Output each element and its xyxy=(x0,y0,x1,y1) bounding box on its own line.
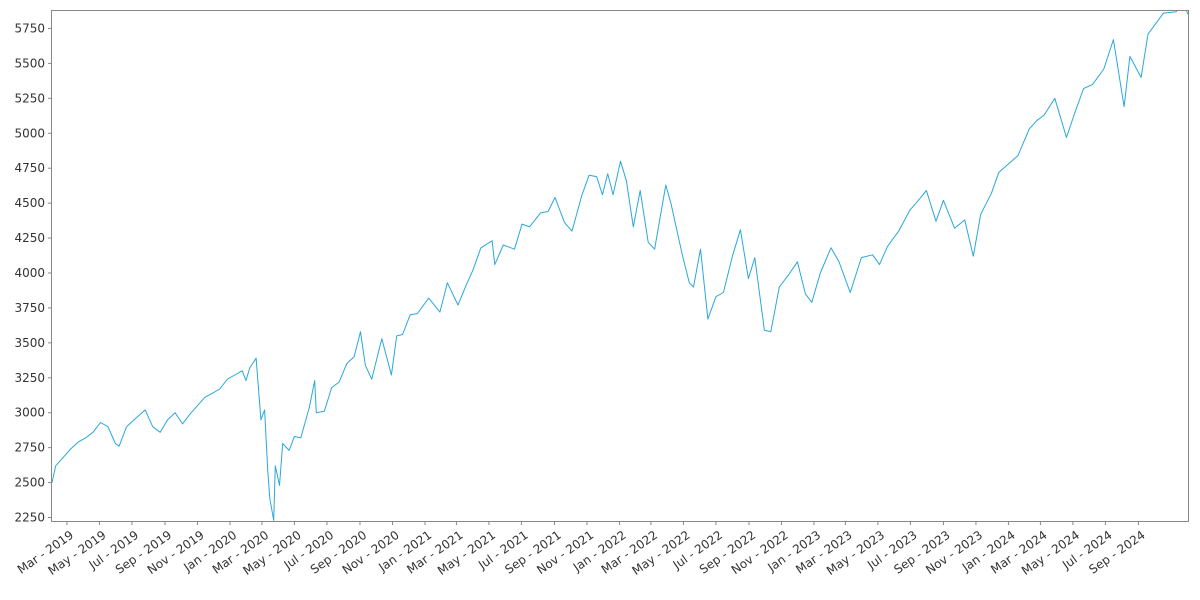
y-axis: 2250 2500 2750 3000 3250 3500 3750 4000 4250 4500… xyxy=(14,21,52,525)
y-tick-label: 3750 xyxy=(14,301,45,315)
y-tick-label: 4750 xyxy=(14,161,45,175)
plot-frame xyxy=(51,10,1189,522)
y-tick-label: 3500 xyxy=(14,336,45,350)
y-tick-label: 2500 xyxy=(14,476,45,490)
y-tick-label: 2250 xyxy=(14,511,45,525)
y-tick-label: 3250 xyxy=(14,371,45,385)
price-series-line xyxy=(52,11,1188,521)
y-tick-label: 4000 xyxy=(14,266,45,280)
y-tick-label: 4250 xyxy=(14,231,45,245)
y-tick-label: 5000 xyxy=(14,126,45,140)
y-tick-label: 5250 xyxy=(14,91,45,105)
y-tick-label: 5750 xyxy=(14,21,45,35)
y-tick-label: 2750 xyxy=(14,441,45,455)
y-tick-label: 5500 xyxy=(14,56,45,70)
y-tick-label: 3000 xyxy=(14,406,45,420)
y-tick-label: 4500 xyxy=(14,196,45,210)
